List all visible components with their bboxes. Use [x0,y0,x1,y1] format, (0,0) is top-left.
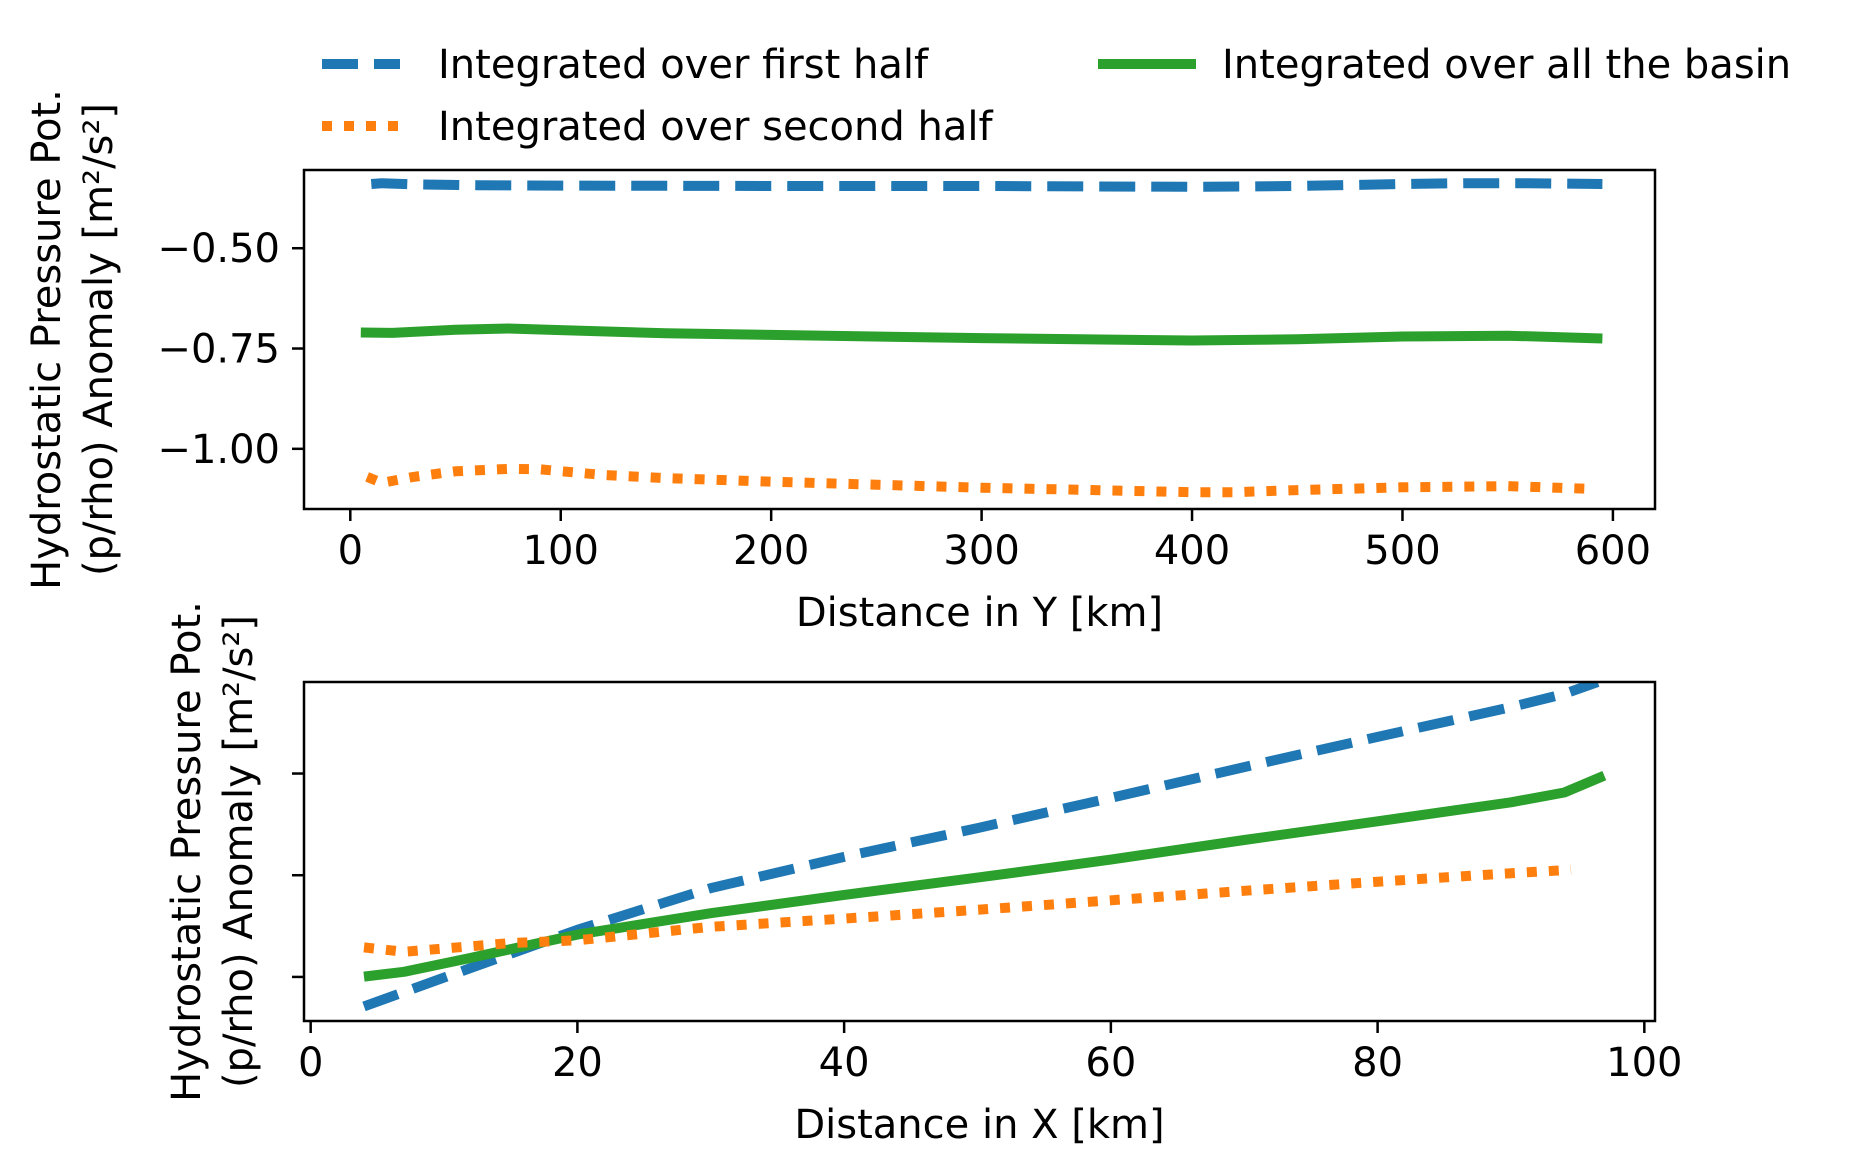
chart-bottom-xtick-label: 40 [819,1040,870,1086]
chart-bottom-xtick-label: 0 [298,1040,323,1086]
chart-top-ytick-label: −1.00 [157,427,280,473]
chart-top-xtick-label: 500 [1364,528,1440,574]
chart-bottom-series [362,682,1607,1012]
chart-top-xtick-label: 600 [1575,528,1651,574]
chart-top-ylabel-line2: (p/rho) Anomaly [m²/s²] [76,103,122,576]
legend-label-second-half: Integrated over second half [438,104,993,150]
legend-label-all-basin: Integrated over all the basin [1222,42,1791,88]
chart-bottom-xticks: 0 20 40 60 80 100 [298,1021,1683,1086]
chart-bottom-xtick-label: 20 [552,1040,603,1086]
chart-bottom-frame [302,680,1657,1023]
chart-top-series-dotted-line [365,463,1593,498]
chart-bottom-ylabel-line1: Hydrostatic Pressure Pot. [164,601,210,1102]
chart-top-ylabel-line1: Hydrostatic Pressure Pot. [24,89,70,590]
chart-bottom-xtick-label: 100 [1606,1040,1682,1086]
chart-top-ytick-label: −0.75 [157,327,280,373]
chart-top-xtick-label: 200 [733,528,809,574]
chart-top-series-solid-line [360,323,1603,346]
chart-bottom-xtick-label: 60 [1085,1040,1136,1086]
chart-top-xlabel: Distance in Y [km] [796,590,1163,636]
chart-top-xtick-label: 100 [523,528,599,574]
chart-top-ytick-label: −0.50 [157,226,280,272]
chart-top: 0 100 200 300 400 500 600 −1.00 −0.75 −0.50 Dist… [24,89,1657,636]
chart-bottom-ylabel-line2: (p/rho) Anomaly [m²/s²] [216,615,262,1088]
chart-bottom: 0 20 40 60 80 100 Distance in X [km] Hydrosta… [164,601,1683,1148]
chart-bottom-series-dashed-line [362,682,1600,1012]
chart-top-yticks: −1.00 −0.75 −0.50 [157,226,304,473]
chart-top-xtick-label: 400 [1154,528,1230,574]
chart-bottom-series-dotted-line [363,864,1572,957]
chart-top-frame [302,168,1657,511]
chart-bottom-series-solid-line [363,770,1607,982]
legend-label-first-half: Integrated over first half [438,42,929,88]
legend: Integrated over first half Integrated ov… [322,42,1791,150]
chart-top-series-dashed-line [370,178,1603,192]
chart-bottom-yticks [292,772,304,979]
chart-top-xtick-label: 0 [338,528,363,574]
chart-bottom-xlabel: Distance in X [km] [794,1102,1164,1148]
chart-top-xticks: 0 100 200 300 400 500 600 [338,509,1651,574]
chart-top-series [360,178,1603,498]
chart-bottom-xtick-label: 80 [1352,1040,1403,1086]
chart-top-xtick-label: 300 [943,528,1019,574]
